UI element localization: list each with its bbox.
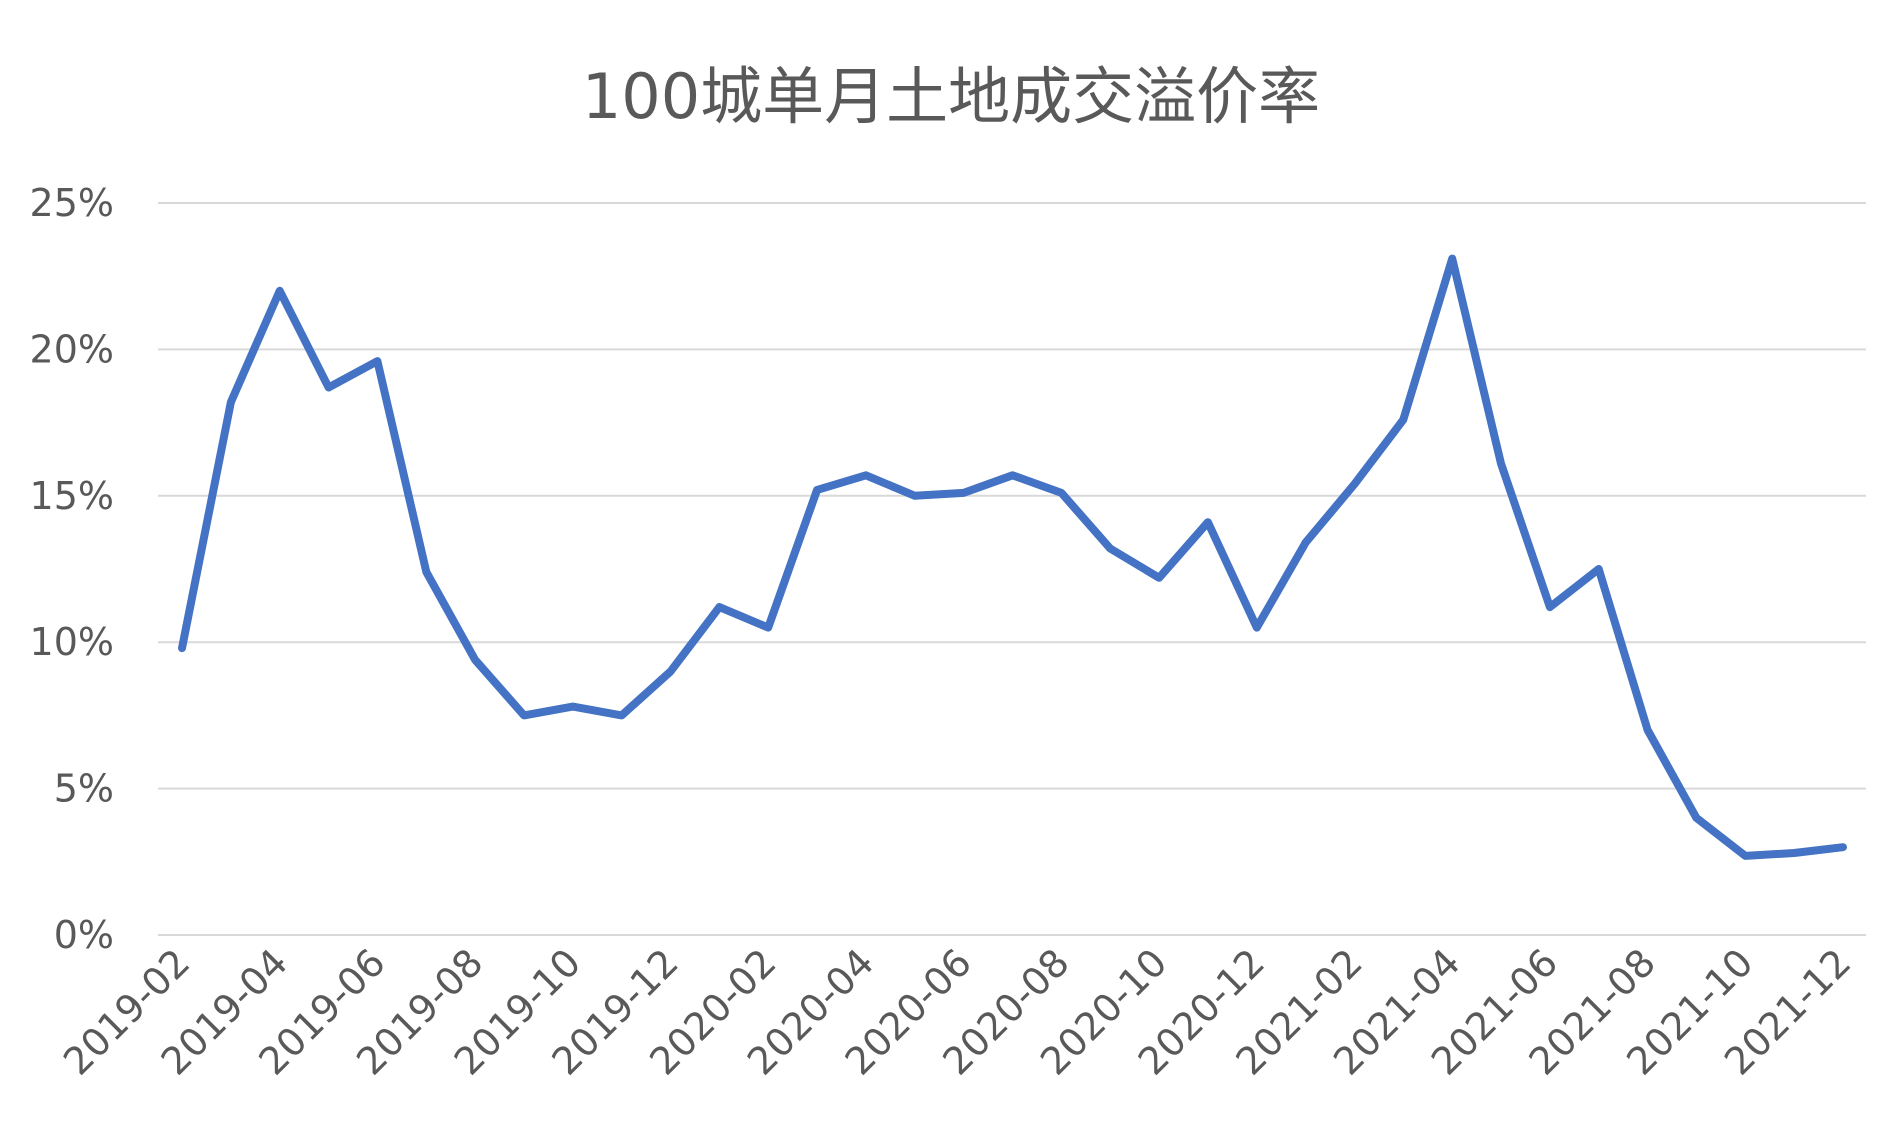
x-axis-ticks: 2019-022019-042019-062019-082019-102019-… <box>55 940 1859 1083</box>
data-point <box>373 357 381 365</box>
data-point <box>667 667 675 675</box>
data-point <box>1692 814 1700 822</box>
data-point <box>813 486 821 494</box>
data-point <box>1399 416 1407 424</box>
data-point <box>1057 489 1065 497</box>
series-layer <box>178 254 1847 860</box>
data-point <box>276 287 284 295</box>
data-point <box>911 492 919 500</box>
data-point <box>1009 471 1017 479</box>
data-point <box>422 568 430 576</box>
data-point <box>178 644 186 652</box>
data-point <box>715 603 723 611</box>
data-point <box>1253 624 1261 632</box>
y-tick-label: 5% <box>54 767 114 811</box>
y-tick-label: 0% <box>54 913 114 957</box>
data-point <box>1106 545 1114 553</box>
data-point <box>227 398 235 406</box>
data-point <box>960 489 968 497</box>
data-point <box>1204 518 1212 526</box>
data-point <box>520 711 528 719</box>
data-point <box>1644 726 1652 734</box>
y-axis-ticks: 0% 5% 10% 15% 20% 25% <box>30 181 114 957</box>
data-point <box>764 624 772 632</box>
data-point <box>1155 574 1163 582</box>
data-point <box>1595 565 1603 573</box>
data-point <box>1350 480 1358 488</box>
data-point <box>1497 460 1505 468</box>
y-tick-label: 25% <box>30 181 114 225</box>
data-point <box>1546 603 1554 611</box>
y-tick-label: 20% <box>30 327 114 371</box>
data-point <box>1839 843 1847 851</box>
data-point <box>1448 255 1456 263</box>
series-line <box>178 254 1847 860</box>
data-point <box>569 703 577 711</box>
data-point <box>862 471 870 479</box>
chart-title: 100城单月土地成交溢价率 <box>582 60 1320 133</box>
data-point <box>1790 849 1798 857</box>
data-point <box>471 656 479 664</box>
data-point <box>1741 852 1749 860</box>
data-point <box>325 383 333 391</box>
y-tick-label: 10% <box>30 620 114 664</box>
data-point <box>1302 539 1310 547</box>
gridlines <box>158 202 1866 936</box>
data-point <box>618 711 626 719</box>
y-tick-label: 15% <box>30 474 114 518</box>
